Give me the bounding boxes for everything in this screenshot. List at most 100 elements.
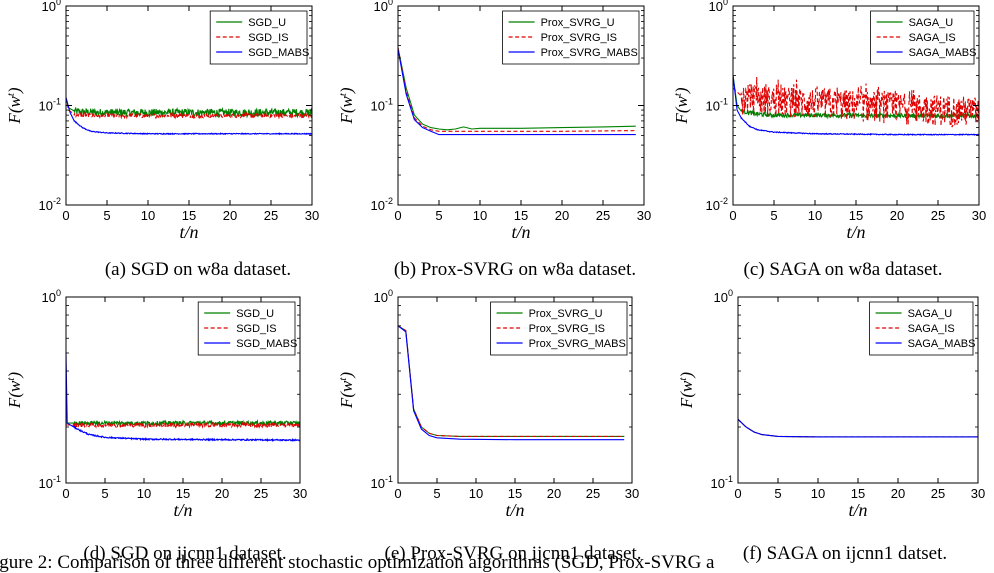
y-axis-label: F(wt) xyxy=(337,372,356,409)
series-line-prox-svrg-is xyxy=(398,47,636,132)
y-tick-label: 10-1 xyxy=(706,97,728,114)
series-group xyxy=(733,75,979,137)
series-line-saga-mabs xyxy=(733,75,979,137)
legend-label-saga-is: SAGA_IS xyxy=(909,32,956,44)
legend-label-sgd-mabs: SGD_MABS xyxy=(236,338,297,350)
legend: SGD_U SGD_IS SGD_MABS xyxy=(209,10,309,65)
series-line-sgd-mabs xyxy=(66,352,300,443)
legend-label-sgd-u: SGD_U xyxy=(236,308,274,320)
y-tick-label: 100 xyxy=(714,288,733,305)
legend-label-saga-mabs: SAGA_MABS xyxy=(909,47,977,59)
legend-label-saga-u: SAGA_U xyxy=(909,17,954,29)
y-tick-label: 10-1 xyxy=(371,474,393,491)
series-line-sgd-is xyxy=(66,421,300,429)
legend-box xyxy=(869,301,974,356)
x-axis-label: t/n xyxy=(846,222,865,242)
x-tick-label: 25 xyxy=(254,486,268,501)
x-axis-label: t/n xyxy=(173,500,192,520)
x-tick-label: 25 xyxy=(586,486,600,501)
chart-panel-6: 0 5 10 15 20 25 30 10-1 100 t/n F(wt) SAGA_U SAGA_IS… xyxy=(677,288,985,564)
y-axis-label: F(wt) xyxy=(677,372,696,409)
legend-label-sgd-is: SGD_IS xyxy=(248,32,288,44)
chart-panel-1: 0 5 10 15 20 25 3010-210-1100t/nF(wt)SGD_USGD_… xyxy=(5,0,319,280)
x-axis-label: t/n xyxy=(848,500,867,520)
x-tick-label: 5 xyxy=(101,486,108,501)
x-tick-label: 25 xyxy=(596,208,610,223)
series-group xyxy=(66,97,312,136)
x-tick-label: 5 xyxy=(774,486,781,501)
y-tick-label: 100 xyxy=(42,0,61,14)
x-tick-label: 0 xyxy=(394,208,401,223)
chart-panel-2: 0 5 10 15 20 25 30 10-2 10-1 100 t/n F(wt) Prox_SVRG… xyxy=(337,0,651,280)
x-tick-label: 0 xyxy=(734,486,741,501)
y-tick-label: 10-1 xyxy=(39,474,61,491)
legend-label-prox-svrg-is: Prox_SVRG_IS xyxy=(541,32,617,44)
y-tick-label: 100 xyxy=(42,288,61,305)
y-tick-label: 100 xyxy=(374,0,393,14)
x-tick-label: 20 xyxy=(890,208,904,223)
x-tick-label: 30 xyxy=(625,486,639,501)
legend: SAGA_U SAGA_IS SAGA_MABS xyxy=(870,10,977,65)
x-tick-label: 10 xyxy=(811,486,825,501)
x-tick-label: 30 xyxy=(305,208,319,223)
y-tick-label: 10-1 xyxy=(39,97,61,114)
y-axis-label: F(wt) xyxy=(672,87,691,124)
x-tick-label: 25 xyxy=(931,208,945,223)
series-line-prox-svrg-mabs xyxy=(398,48,636,136)
y-axis-label: F(wt) xyxy=(5,87,24,124)
legend-box xyxy=(197,301,296,356)
legend-label-saga-is: SAGA_IS xyxy=(908,323,955,335)
series-line-saga-u xyxy=(733,75,979,120)
series-group xyxy=(398,325,625,441)
legend-label-saga-mabs: SAGA_MABS xyxy=(908,338,976,350)
x-tick-label: 30 xyxy=(971,486,985,501)
subfigure-caption: (d) SGD on ijcnn1 dataset. xyxy=(83,543,286,564)
chart-panel-4: 0 5 10 15 20 25 3010-1100t/nF(wt)SGD_USGD_ISSG… xyxy=(5,288,307,564)
x-tick-label: 0 xyxy=(394,486,401,501)
x-tick-label: 15 xyxy=(508,486,522,501)
x-tick-label: 15 xyxy=(514,208,528,223)
x-tick-label: 20 xyxy=(223,208,237,223)
x-tick-label: 5 xyxy=(433,486,440,501)
series-line-sgd-u xyxy=(66,97,312,119)
legend-label-prox-svrg-u: Prox_SVRG_U xyxy=(529,308,603,320)
x-tick-label: 25 xyxy=(931,486,945,501)
series-group xyxy=(66,352,300,443)
subfigure-caption: (c) SAGA on w8a dataset. xyxy=(744,259,943,280)
y-tick-label: 10-2 xyxy=(706,196,728,213)
x-tick-label: 15 xyxy=(851,486,865,501)
legend: SGD_U SGD_IS SGD_MABS xyxy=(197,301,297,356)
x-tick-label: 10 xyxy=(469,486,483,501)
subfigure-caption: (a) SGD on w8a dataset. xyxy=(105,259,291,280)
x-tick-label: 0 xyxy=(62,486,69,501)
legend-label-prox-svrg-u: Prox_SVRG_U xyxy=(541,17,615,29)
x-tick-label: 15 xyxy=(182,208,196,223)
x-tick-label: 0 xyxy=(729,208,736,223)
chart-panel-5: 0 5 10 15 20 25 3010-1100t/nF(wt)Prox_SVRG_UPr… xyxy=(337,288,641,564)
legend-label-sgd-mabs: SGD_MABS xyxy=(248,47,309,59)
x-tick-label: 30 xyxy=(637,208,651,223)
x-axis-label: t/n xyxy=(505,500,524,520)
x-tick-label: 15 xyxy=(176,486,190,501)
x-axis-label: t/n xyxy=(511,222,530,242)
x-tick-label: 30 xyxy=(972,208,986,223)
y-tick-label: 10-2 xyxy=(371,196,393,213)
legend: Prox_SVRG_U Prox_SVRG_IS Prox_SVRG_MABS xyxy=(490,301,628,356)
legend-label-sgd-u: SGD_U xyxy=(248,17,286,29)
legend-label-prox-svrg-mabs: Prox_SVRG_MABS xyxy=(541,47,638,59)
x-tick-label: 10 xyxy=(141,208,155,223)
legend: SAGA_U SAGA_IS SAGA_MABS xyxy=(869,301,976,356)
legend-label-prox-svrg-mabs: Prox_SVRG_MABS xyxy=(529,338,626,350)
x-tick-label: 15 xyxy=(849,208,863,223)
legend-label-saga-u: SAGA_U xyxy=(908,308,953,320)
y-tick-label: 100 xyxy=(709,0,728,14)
legend-label-prox-svrg-is: Prox_SVRG_IS xyxy=(529,323,605,335)
x-tick-label: 30 xyxy=(293,486,307,501)
subfigure-caption: (b) Prox-SVRG on w8a dataset. xyxy=(394,259,636,280)
y-tick-label: 10-2 xyxy=(39,196,61,213)
subfigure-caption: (e) Prox-SVRG on ijcnn1 dataset. xyxy=(385,543,642,564)
x-tick-label: 20 xyxy=(215,486,229,501)
series-line-prox-svrg-mabs xyxy=(398,325,625,441)
legend: Prox_SVRG_U Prox_SVRG_IS Prox_SVRG_MABS xyxy=(502,10,640,65)
